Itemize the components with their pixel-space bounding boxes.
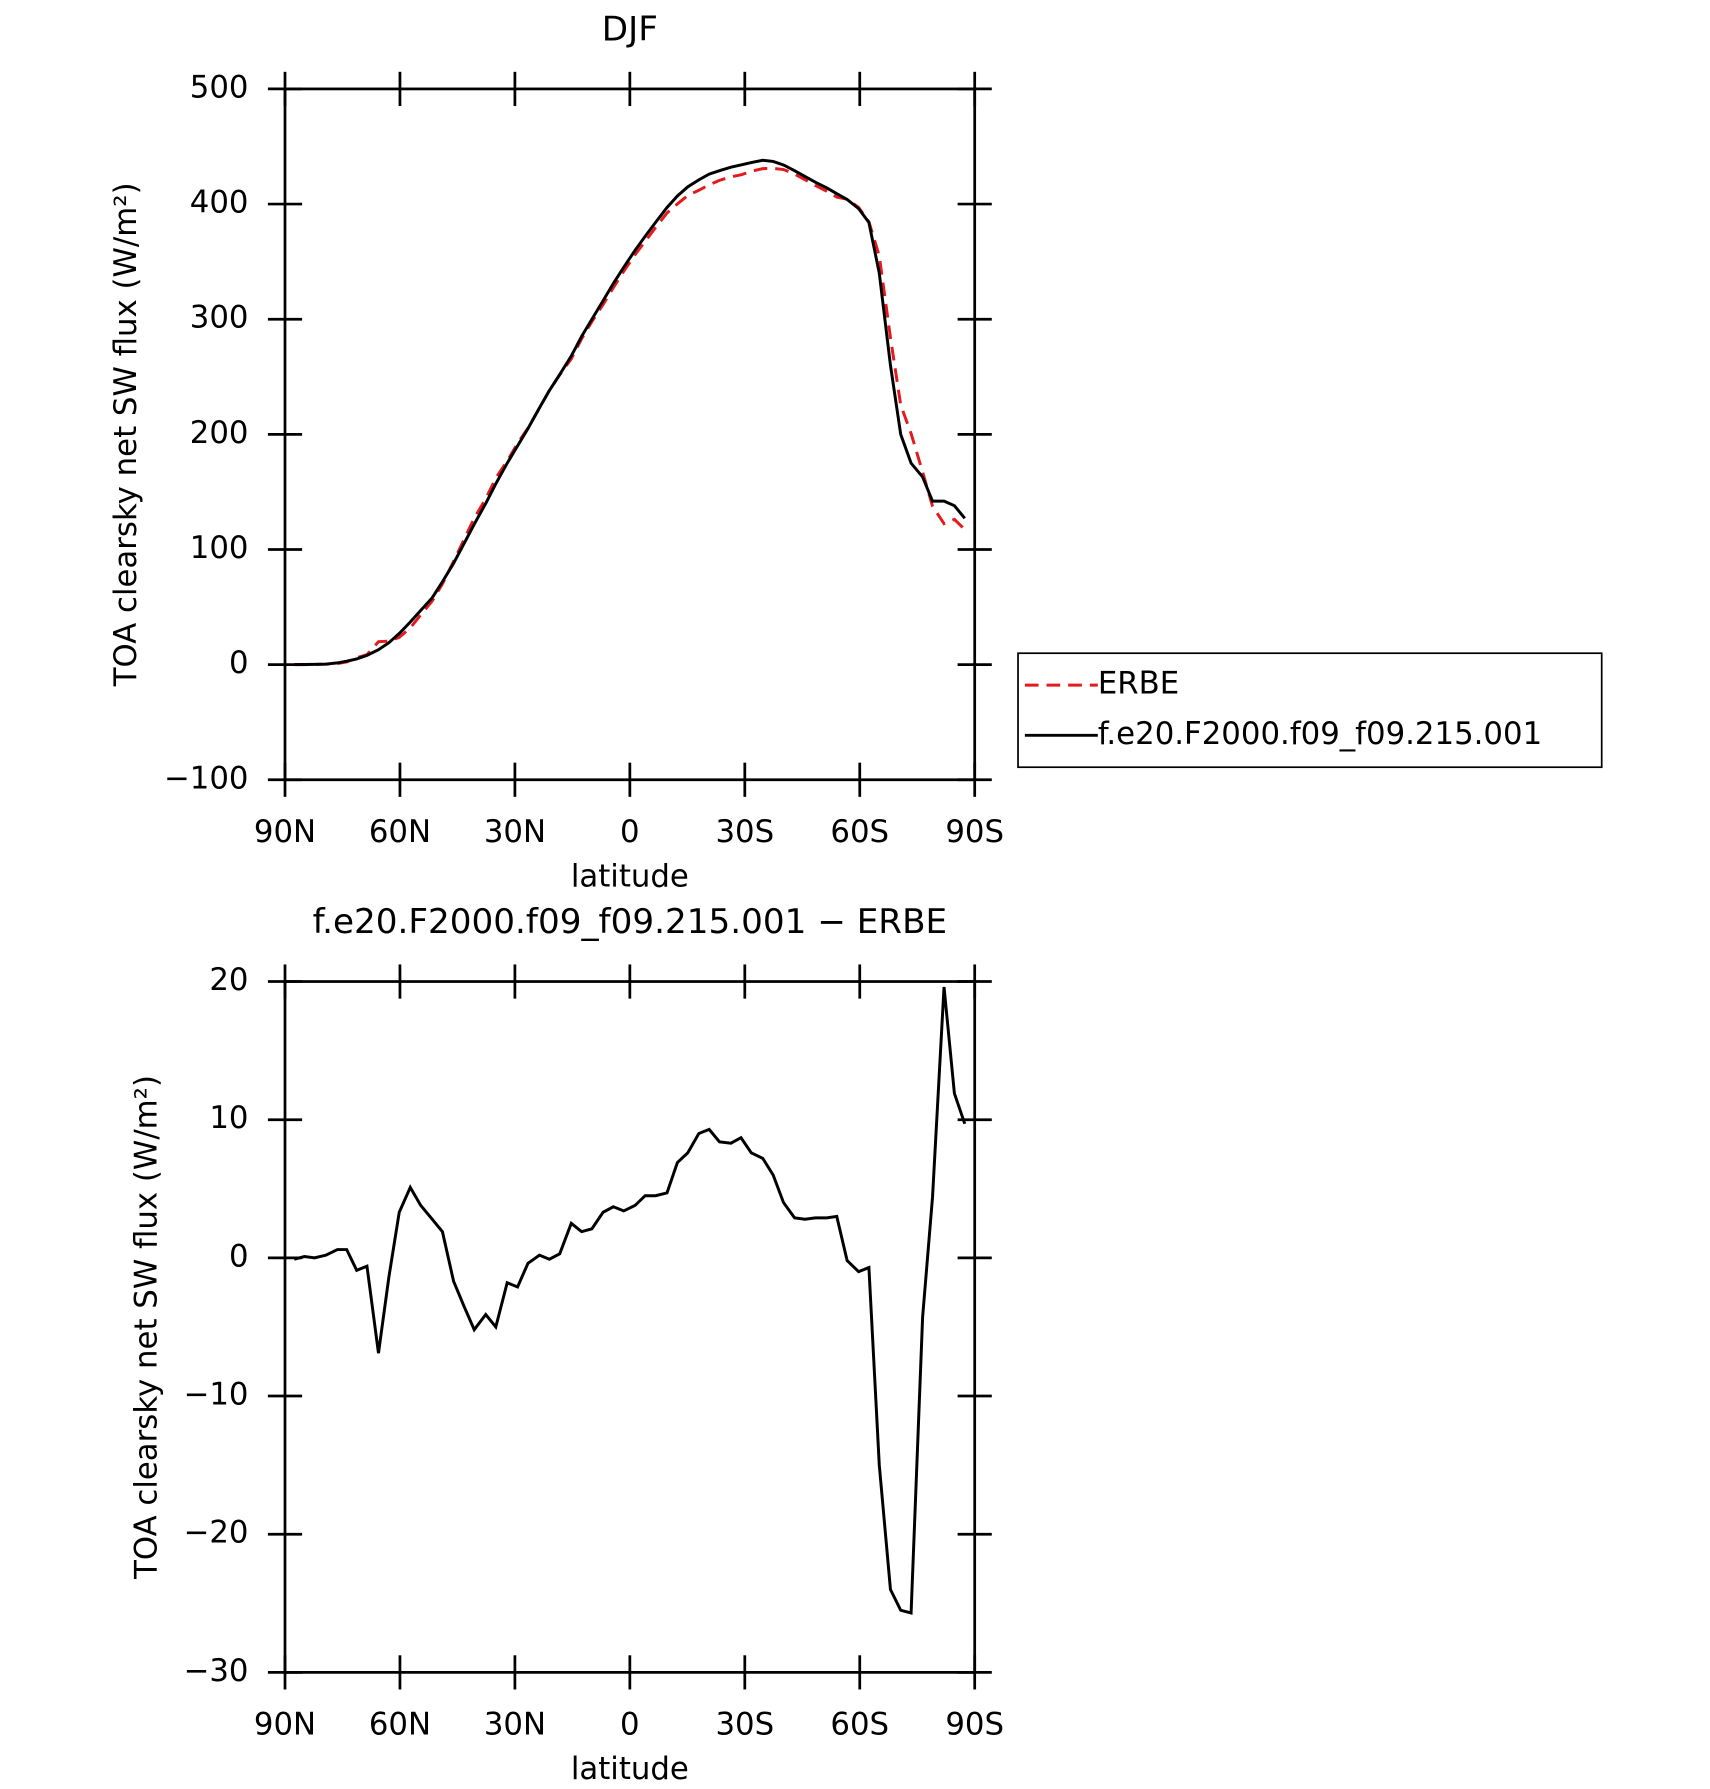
plot-frame [283,87,977,782]
x-tick-label: 60N [369,814,431,850]
x-tick-label: 90S [945,814,1004,850]
y-tick-label: 20 [209,962,248,998]
y-tick-label: 10 [209,1100,248,1136]
x-tick-label: 30N [484,814,546,850]
x-axis-label: latitude [571,1751,689,1787]
y-axis-label: TOA clearsky net SW flux (W/m²) [108,182,144,687]
series-line [293,986,967,1615]
chart-title: DJF [602,9,658,49]
y-tick-label: −10 [184,1377,249,1413]
x-tick-label: 30N [484,1706,546,1742]
x-tick-label: 0 [620,814,640,850]
y-tick-label: 200 [190,415,249,451]
x-tick-label: 30S [715,1706,774,1742]
y-tick-label: 500 [190,69,249,105]
legend-label: ERBE [1098,666,1179,702]
x-tick-label: 90N [254,814,316,850]
y-tick-label: −20 [184,1515,249,1551]
x-tick-label: 0 [620,1706,640,1742]
chart-title: f.e20.F2000.f09_f09.215.001 − ERBE [313,902,948,942]
x-tick-label: 60S [830,814,889,850]
x-axis-label: latitude [571,858,689,894]
x-tick-label: 90S [945,1706,1004,1742]
x-tick-label: 60S [830,1706,889,1742]
x-tick-label: 30S [715,814,774,850]
x-tick-label: 90N [254,1706,316,1742]
y-tick-label: −100 [164,760,249,796]
y-tick-label: 100 [190,530,249,566]
y-tick-label: 400 [190,185,249,221]
y-tick-label: 300 [190,300,249,336]
y-tick-label: 0 [229,645,249,681]
legend-label: f.e20.F2000.f09_f09.215.001 [1098,716,1542,752]
series-line [294,158,966,667]
y-axis-label: TOA clearsky net SW flux (W/m²) [129,1075,165,1580]
y-tick-label: 0 [229,1238,249,1274]
y-tick-label: −30 [184,1653,249,1689]
series-line [294,166,966,667]
legend-box [1017,652,1603,769]
x-tick-label: 60N [369,1706,431,1742]
